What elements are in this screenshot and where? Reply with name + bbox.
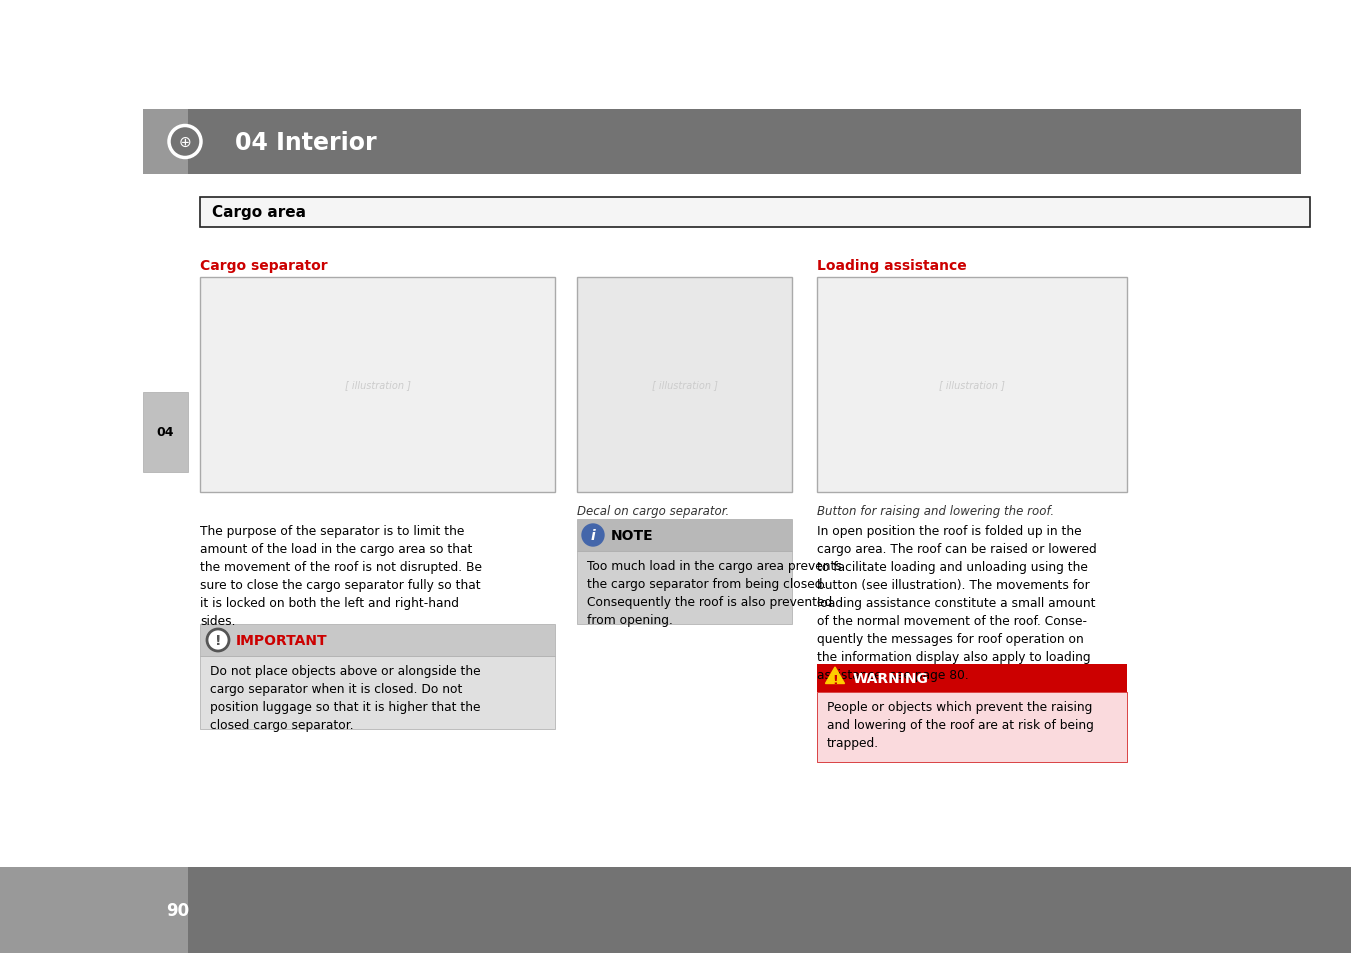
Bar [0, 867, 188, 953]
Circle shape [207, 629, 230, 651]
Text: Do not place objects above or alongside the
cargo separator when it is closed. D: Do not place objects above or alongside … [209, 664, 481, 731]
Bar [0, 867, 1351, 953]
Text: 90: 90 [166, 901, 189, 919]
Text: !: ! [832, 673, 838, 686]
Text: The purpose of the separator is to limit the
amount of the load in the cargo are: The purpose of the separator is to limit… [200, 524, 482, 627]
Text: Button for raising and lowering the roof.: Button for raising and lowering the roof… [817, 505, 1054, 518]
Text: IMPORTANT: IMPORTANT [236, 634, 328, 647]
Text: Too much load in the cargo area prevents
the cargo separator from being closed.
: Too much load in the cargo area prevents… [586, 559, 842, 626]
Bar [143, 393, 188, 473]
Text: In open position the roof is folded up in the
cargo area. The roof can be raised: In open position the roof is folded up i… [817, 524, 1097, 681]
Bar [817, 692, 1127, 762]
Bar [577, 519, 792, 552]
Bar [188, 110, 1301, 174]
Text: ⊕: ⊕ [178, 135, 192, 150]
Text: [ illustration ]: [ illustration ] [939, 380, 1005, 390]
Text: [ illustration ]: [ illustration ] [345, 380, 411, 390]
Bar [817, 664, 1127, 692]
Bar [577, 277, 792, 493]
Text: Decal on cargo separator.: Decal on cargo separator. [577, 505, 730, 518]
Text: People or objects which prevent the raising
and lowering of the roof are at risk: People or objects which prevent the rais… [827, 700, 1094, 749]
Bar [200, 198, 1310, 228]
Text: !: ! [215, 634, 222, 647]
Circle shape [169, 127, 201, 158]
Bar [200, 624, 555, 657]
Text: Cargo separator: Cargo separator [200, 258, 328, 273]
Text: Loading assistance: Loading assistance [817, 258, 967, 273]
Text: Cargo area: Cargo area [212, 205, 305, 220]
Bar [577, 552, 792, 624]
Text: NOTE: NOTE [611, 529, 654, 542]
Text: WARNING: WARNING [852, 671, 929, 685]
Text: [ illustration ]: [ illustration ] [651, 380, 717, 390]
Bar [143, 110, 188, 174]
Circle shape [582, 524, 604, 546]
Text: 04 Interior: 04 Interior [235, 131, 377, 154]
Bar [200, 277, 555, 493]
Bar [200, 657, 555, 729]
Bar [817, 277, 1127, 493]
Text: i: i [590, 529, 596, 542]
Text: 04: 04 [157, 426, 174, 439]
